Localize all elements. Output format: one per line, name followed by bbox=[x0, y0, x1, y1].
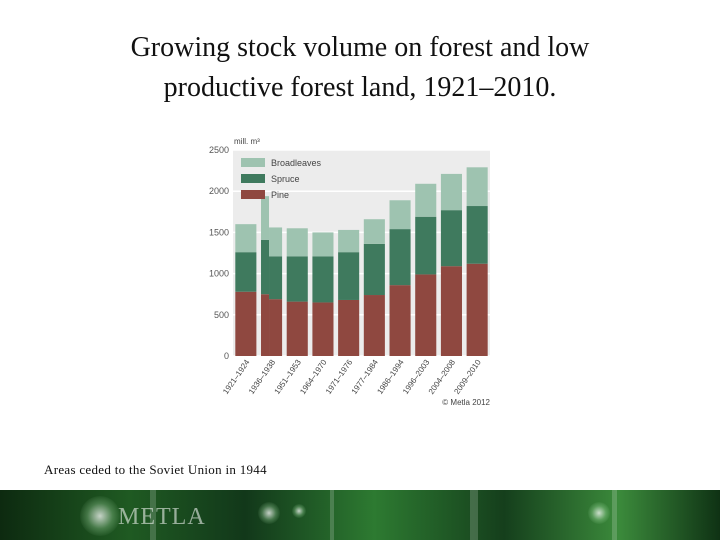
bar-segment bbox=[415, 274, 437, 356]
bar-segment bbox=[363, 243, 385, 296]
y-tick-label: 2000 bbox=[209, 186, 229, 196]
ceded-areas-footnote: Areas ceded to the Soviet Union in 1944 bbox=[44, 462, 267, 477]
y-tick-label: 0 bbox=[224, 351, 229, 361]
bar-segment bbox=[312, 302, 334, 356]
bar-segment bbox=[389, 200, 411, 230]
bar-segment-ceded bbox=[261, 294, 270, 356]
legend-swatch bbox=[241, 190, 265, 199]
bar-segment bbox=[466, 167, 488, 207]
footer-glow bbox=[258, 502, 280, 524]
unit-label: mill. m³ bbox=[234, 137, 260, 146]
slide-title-line-2: productive forest land, 1921–2010. bbox=[163, 72, 557, 103]
bar-segment bbox=[338, 229, 360, 253]
bar-segment bbox=[269, 299, 283, 356]
y-tick-label: 1500 bbox=[209, 227, 229, 237]
legend-label: Spruce bbox=[271, 174, 300, 184]
bar-segment bbox=[269, 256, 283, 300]
bar-segment bbox=[363, 219, 385, 244]
y-tick-label: 1000 bbox=[209, 269, 229, 279]
bar-segment bbox=[389, 229, 411, 286]
bar-segment-ceded bbox=[261, 239, 270, 295]
bar-segment bbox=[235, 252, 257, 292]
bar-segment bbox=[235, 291, 257, 356]
footer-glow bbox=[80, 496, 120, 536]
legend-label: Broadleaves bbox=[271, 158, 322, 168]
bar-segment bbox=[312, 256, 334, 303]
bar-segment bbox=[440, 173, 462, 211]
bar-segment bbox=[440, 266, 462, 356]
y-tick-label: 2500 bbox=[209, 145, 229, 155]
slide-title: Growing stock volume on forest and low p… bbox=[0, 28, 720, 108]
bar-segment bbox=[286, 256, 308, 302]
legend-swatch bbox=[241, 158, 265, 167]
bar-segment-ceded bbox=[261, 196, 270, 240]
bar-segment bbox=[415, 183, 437, 217]
bar-segment bbox=[440, 210, 462, 267]
legend-label: Pine bbox=[271, 190, 289, 200]
x-tick-label: 2009–2010 bbox=[452, 358, 483, 396]
slide-title-line-1: Growing stock volume on forest and low bbox=[130, 32, 590, 63]
bar-segment bbox=[466, 263, 488, 356]
bar-segment bbox=[338, 252, 360, 300]
bar-segment bbox=[286, 228, 308, 257]
copyright-label: © Metla 2012 bbox=[442, 398, 490, 407]
bar-segment bbox=[286, 301, 308, 356]
footer-band: METLA bbox=[0, 490, 720, 540]
bar-segment bbox=[312, 232, 334, 257]
metla-logo: METLA bbox=[118, 504, 206, 530]
bar-segment bbox=[389, 285, 411, 356]
bar-segment bbox=[363, 295, 385, 356]
bar-segment bbox=[235, 224, 257, 253]
footer-glow bbox=[588, 502, 610, 524]
footer-glow bbox=[292, 504, 306, 518]
legend-swatch bbox=[241, 174, 265, 183]
bar-segment bbox=[338, 299, 360, 356]
y-tick-label: 500 bbox=[214, 310, 229, 320]
bar-segment bbox=[269, 227, 283, 257]
bar-segment bbox=[466, 206, 488, 264]
bar-segment bbox=[415, 216, 437, 275]
